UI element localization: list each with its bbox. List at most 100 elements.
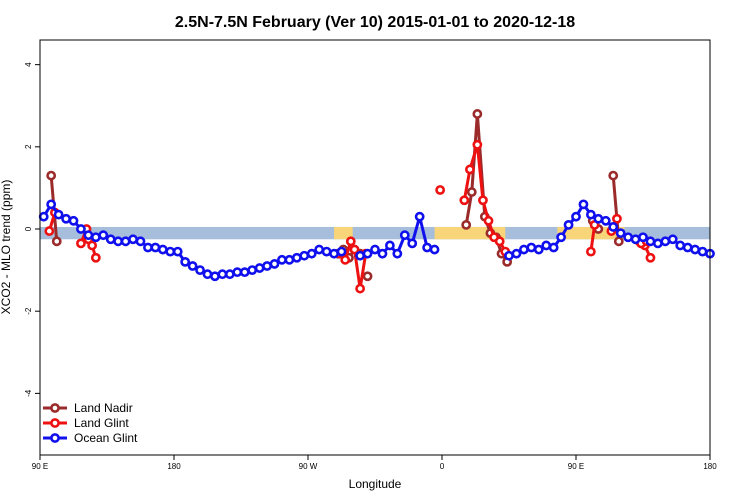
data-point [345,236,356,247]
data-point [284,254,295,265]
land-highlight-0 [334,226,353,240]
data-point [277,254,287,265]
legend-item: Ocean Glint [43,431,138,445]
data-point [697,246,708,257]
data-point [630,234,641,245]
data-point [645,236,656,247]
data-point [46,170,57,181]
data-point [262,261,272,271]
data-point [68,215,79,226]
data-point [362,248,373,259]
data-point [608,222,619,232]
data-point [578,199,589,210]
data-point [407,238,418,249]
plot-area [38,109,715,294]
legend-swatch-point [50,403,60,413]
data-point [556,232,567,243]
data-point [667,234,678,245]
data-point [44,226,55,236]
data-point [615,228,626,239]
data-point [511,248,522,259]
series-land-glint [44,139,656,294]
data-point [187,261,198,271]
plot-frame [39,39,711,456]
data-point [435,185,446,195]
data-point [526,242,537,253]
data-point [638,232,648,243]
zero-band [40,226,710,240]
data-point [660,236,671,247]
data-point [541,240,552,251]
y-tick-label: 4 [24,62,33,67]
legend-label: Land Glint [74,416,129,430]
data-point [355,250,366,261]
data-point [165,246,176,257]
data-point [340,254,351,265]
series-ocean-glint [38,199,715,282]
legend-item: Land Nadir [43,401,133,415]
data-point [113,236,124,247]
data-point [51,236,62,247]
x-tick-label: 90 W [299,462,318,471]
data-point [414,211,425,222]
data-point [533,244,544,255]
data-point [306,248,317,259]
legend-swatch-point [50,418,60,428]
data-point [362,271,373,282]
legend-label: Land Nadir [74,401,133,415]
x-axis-label: Longitude [349,477,402,491]
data-point [466,187,477,197]
data-point [38,211,49,222]
data-point [422,242,433,253]
data-point [593,213,604,224]
data-point [76,224,86,234]
legend-item: Land Glint [43,416,129,430]
data-point [384,240,395,251]
data-point [355,283,366,294]
x-tick-label: 0 [440,462,445,471]
data-point [61,213,71,224]
data-point [571,211,581,222]
data-point [83,230,94,241]
data-point [195,265,205,275]
data-point [392,248,403,259]
data-point [459,195,470,206]
data-point [563,220,574,230]
data-point [504,250,514,261]
data-point [269,259,280,269]
data-point [349,244,360,255]
data-point [478,195,488,206]
data-point [472,139,483,150]
data-point [645,252,656,263]
x-tick-label: 180 [167,462,181,471]
data-point [399,230,410,241]
data-point [370,244,380,255]
data-point [239,267,250,278]
y-tick-label: -2 [24,307,33,315]
data-point [585,209,596,220]
data-point [299,250,310,261]
data-point [613,236,624,247]
data-point [518,244,529,255]
data-point [150,242,161,253]
data-point [180,256,191,267]
data-point [224,269,235,280]
data-point [98,230,109,241]
data-point [682,242,693,253]
y-axis: -4 -2 0 2 4 [24,62,40,397]
data-point [76,238,86,249]
data-point [675,240,686,251]
data-point [612,213,622,224]
data-point [329,248,339,259]
data-point [494,236,505,247]
y-tick-label: 0 [24,226,33,231]
data-point [336,246,347,257]
y-axis-label: XCO2 - MLO trend (ppm) [0,180,13,315]
data-point [377,248,388,259]
x-axis: 90 E 180 90 W 0 90 E 180 [32,455,717,471]
x-tick-label: 90 E [32,462,48,471]
data-point [120,236,131,247]
data-point [429,244,440,255]
